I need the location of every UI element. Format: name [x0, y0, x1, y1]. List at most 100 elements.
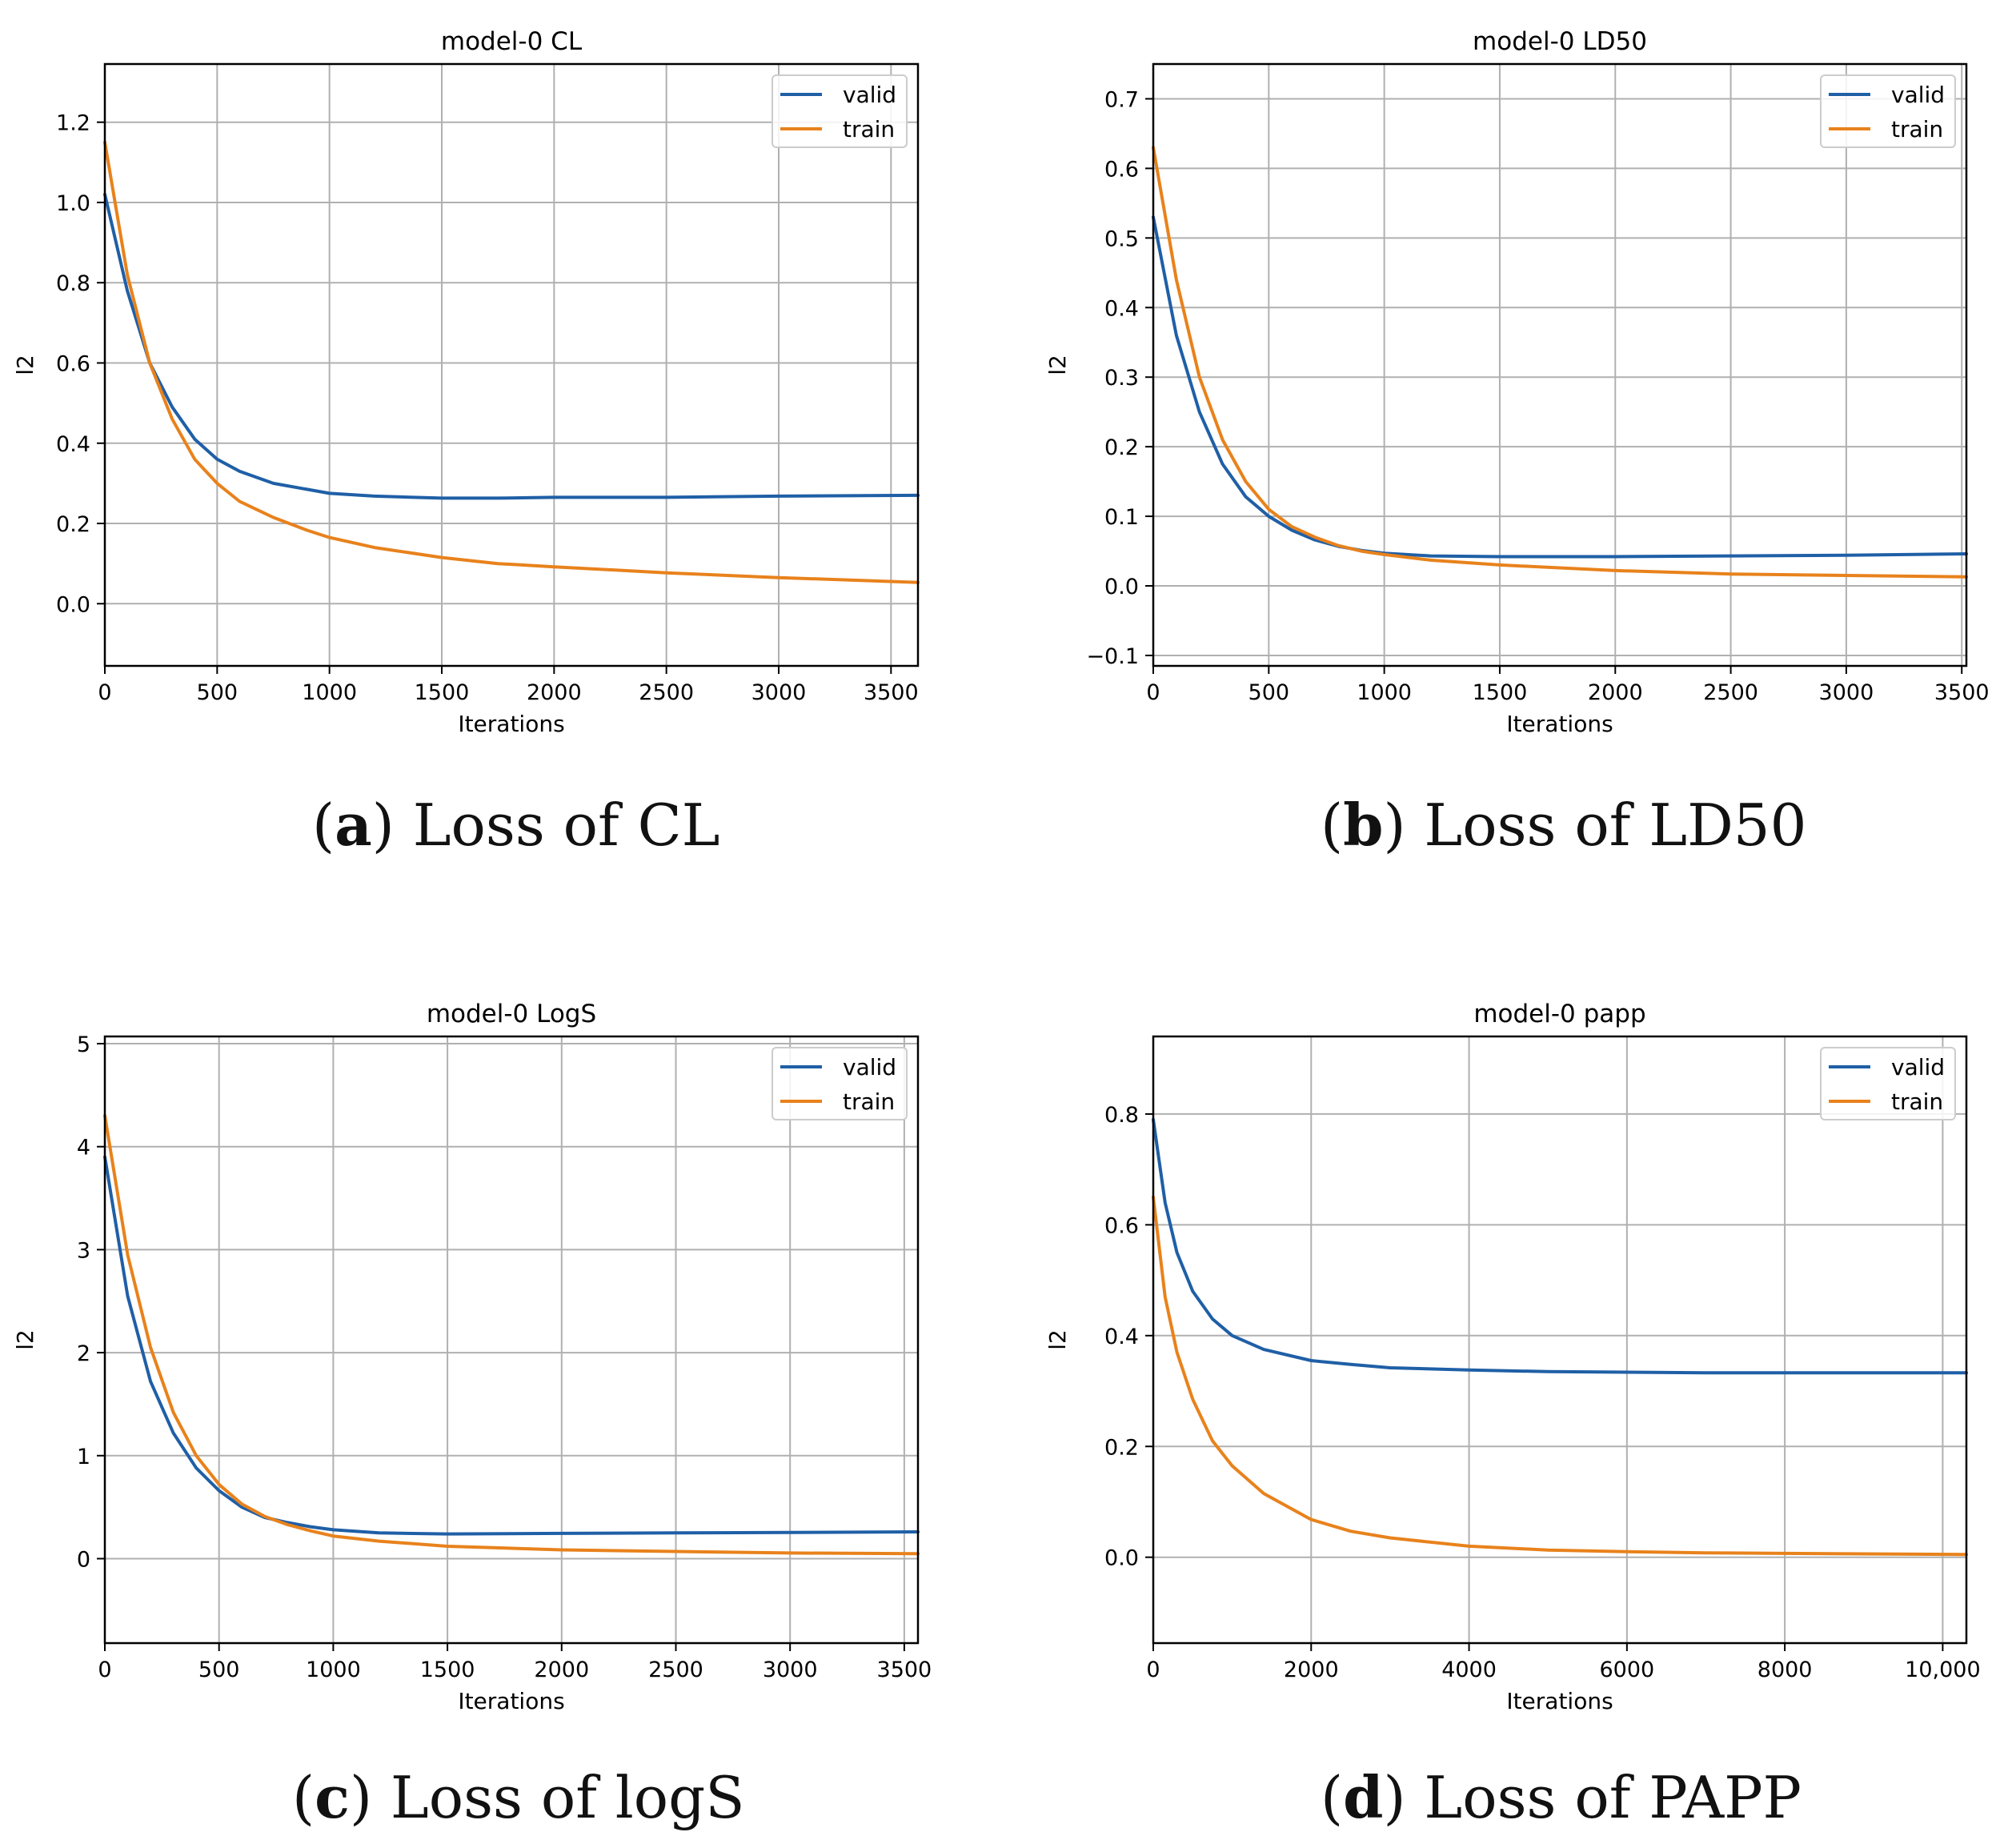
- y-tick-label: 0.2: [56, 512, 90, 537]
- y-tick-label: 0.1: [1104, 505, 1139, 530]
- legend-label-train: train: [1891, 116, 1943, 142]
- caption-text: Loss of logS: [390, 1764, 745, 1831]
- chart-title: model-0 CL: [441, 27, 583, 56]
- caption-d: (d) Loss of PAPP: [1321, 1763, 1802, 1831]
- chart-2: 0 500 1000 1500 2000 2500 3000 3500 −0.1 0.0 0.1 0.…: [1044, 27, 1990, 737]
- chart-title: model-0 LD50: [1473, 27, 1647, 56]
- x-tick-label: 0: [98, 1658, 111, 1682]
- legend-label-valid: valid: [1891, 1054, 1945, 1080]
- y-tick-label: 0.8: [1104, 1103, 1139, 1128]
- x-tick-label: 2500: [648, 1658, 703, 1682]
- series-line-valid: [1152, 215, 1968, 559]
- series-line-valid: [103, 1155, 920, 1536]
- y-tick-label: 0.8: [56, 271, 90, 296]
- chart-title: model-0 papp: [1473, 1000, 1645, 1028]
- caption-text: Loss of LD50: [1424, 792, 1807, 859]
- legend-label-train: train: [843, 116, 895, 142]
- y-tick-label: 0.2: [1104, 1435, 1139, 1460]
- x-axis-label: Iterations: [1506, 1688, 1613, 1714]
- x-tick-label: 2000: [1284, 1658, 1339, 1682]
- legend-label-valid: valid: [1891, 82, 1945, 108]
- y-tick-label: 0.6: [1104, 1213, 1139, 1238]
- y-axis-label: l2: [12, 1329, 38, 1350]
- legend-label-valid: valid: [843, 1054, 896, 1080]
- y-tick-label: 0.0: [1104, 1546, 1139, 1571]
- caption-letter: a: [335, 791, 372, 859]
- y-tick-label: 0.0: [1104, 575, 1139, 599]
- x-tick-label: 2500: [1703, 680, 1758, 705]
- y-tick-label: 1.2: [56, 111, 90, 136]
- y-axis-label: l2: [1044, 1329, 1071, 1350]
- x-tick-label: 2000: [1588, 680, 1643, 705]
- y-tick-label: 1.0: [56, 191, 90, 216]
- plot-frame: [103, 1035, 920, 1645]
- legend: valid train: [772, 74, 908, 148]
- x-tick-label: 1000: [302, 680, 357, 705]
- x-tick-label: 3500: [1934, 680, 1990, 705]
- x-tick-label: 6000: [1599, 1658, 1654, 1682]
- y-tick-label: 0: [77, 1547, 90, 1572]
- caption-c: (c) Loss of logS: [292, 1763, 745, 1831]
- legend-label-valid: valid: [843, 82, 896, 108]
- legend-label-train: train: [843, 1088, 895, 1115]
- x-axis-label: Iterations: [1506, 711, 1613, 737]
- y-axis-label: l2: [12, 355, 38, 375]
- legend-label-train: train: [1891, 1088, 1943, 1115]
- x-tick-label: 2500: [639, 680, 694, 705]
- x-tick-label: 500: [1248, 680, 1290, 705]
- caption-b: (b) Loss of LD50: [1321, 791, 1807, 859]
- x-tick-label: 3000: [1819, 680, 1874, 705]
- caption-text: Loss of PAPP: [1424, 1764, 1802, 1831]
- x-tick-label: 1500: [1473, 680, 1528, 705]
- y-tick-label: 0.4: [1104, 296, 1139, 321]
- caption-letter: d: [1343, 1763, 1384, 1831]
- chart-4: 0 2000 4000 6000 8000 10,000 0.0 0.2 0.4 0.6 0.8 mo…: [1044, 1000, 1981, 1714]
- legend: valid train: [1820, 74, 1956, 148]
- x-tick-label: 3000: [763, 1658, 818, 1682]
- y-axis-label: l2: [1044, 355, 1071, 375]
- y-tick-label: 2: [77, 1341, 90, 1366]
- y-tick-label: 0.2: [1104, 435, 1139, 460]
- y-tick-label: 0.0: [56, 592, 90, 617]
- x-tick-label: 8000: [1758, 1658, 1813, 1682]
- y-tick-label: 1: [77, 1445, 90, 1469]
- caption-letter: b: [1343, 791, 1384, 859]
- legend: valid train: [772, 1047, 908, 1120]
- chart-1: 0 500 1000 1500 2000 2500 3000 3500 0.0 0.2 0.4 0.6…: [12, 27, 920, 737]
- plot-frame: [1152, 62, 1968, 667]
- x-tick-label: 2000: [527, 680, 582, 705]
- y-tick-label: 3: [77, 1238, 90, 1263]
- x-tick-label: 0: [98, 680, 111, 705]
- y-tick-label: 0.5: [1104, 226, 1139, 251]
- x-axis-label: Iterations: [458, 711, 564, 737]
- y-tick-label: 0.4: [56, 432, 90, 457]
- plot-frame: [1152, 1035, 1968, 1645]
- chart-title: model-0 LogS: [427, 1000, 596, 1028]
- chart-3: 0 500 1000 1500 2000 2500 3000 3500 0 1 2 3 4 5 model-…: [12, 1000, 932, 1714]
- x-tick-label: 1000: [1357, 680, 1412, 705]
- y-tick-label: 4: [77, 1136, 90, 1161]
- y-tick-label: 0.4: [1104, 1325, 1139, 1349]
- series-line-train: [103, 1114, 920, 1556]
- x-tick-label: 1500: [415, 680, 470, 705]
- caption-text: Loss of CL: [412, 792, 720, 859]
- y-tick-label: 0.6: [56, 351, 90, 376]
- x-tick-label: 4000: [1441, 1658, 1497, 1682]
- x-tick-label: 3500: [877, 1658, 932, 1682]
- x-tick-label: 10,000: [1905, 1658, 1980, 1682]
- x-tick-label: 500: [198, 1658, 240, 1682]
- series-line-train: [103, 140, 920, 584]
- x-tick-label: 2000: [534, 1658, 589, 1682]
- y-tick-label: −0.1: [1086, 644, 1139, 669]
- x-tick-label: 0: [1146, 680, 1160, 705]
- caption-letter: c: [315, 1763, 350, 1831]
- plot-frame: [103, 62, 920, 667]
- x-tick-label: 1500: [420, 1658, 475, 1682]
- x-tick-label: 1000: [306, 1658, 361, 1682]
- y-tick-label: 0.3: [1104, 366, 1139, 391]
- x-tick-label: 0: [1146, 1658, 1160, 1682]
- x-tick-label: 500: [197, 680, 238, 705]
- x-tick-label: 3500: [864, 680, 919, 705]
- series-line-valid: [103, 192, 920, 500]
